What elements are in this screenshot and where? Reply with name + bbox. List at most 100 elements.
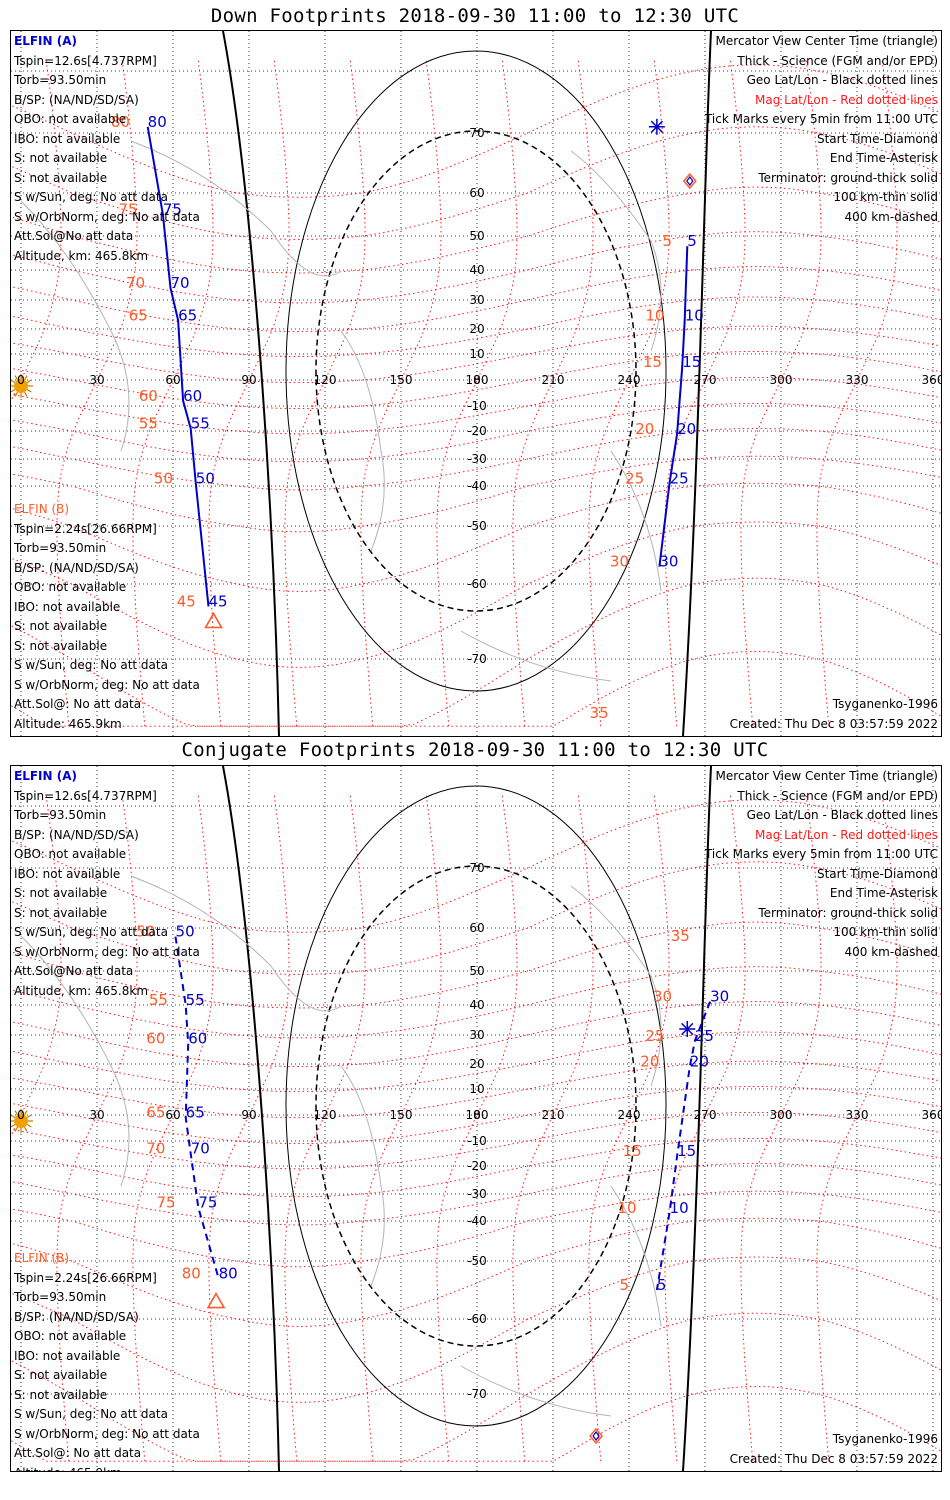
tick-label: 10 — [618, 1199, 637, 1217]
elfin-b-line: Altitude: 465.9km — [14, 716, 122, 731]
mag-meridian — [284, 793, 366, 1462]
mag-meridian — [132, 58, 214, 727]
tick-label: 70 — [146, 1140, 165, 1158]
elfin-b-line: IBO: not available — [14, 599, 121, 614]
tick-label: 55 — [139, 415, 158, 433]
lon-tick-label: 30 — [89, 373, 104, 387]
lat-tick-label: -50 — [467, 1254, 487, 1268]
lat-tick-label: -10 — [467, 1134, 487, 1148]
coastline — [340, 330, 385, 552]
geo-grid — [11, 31, 941, 736]
mag-parallel — [11, 1163, 941, 1226]
elfin-a-line: Att.Sol@No att data — [14, 964, 134, 978]
coastline — [20, 200, 130, 452]
lon-tick-label: 0 — [17, 1108, 25, 1122]
mag-meridian — [11, 793, 62, 1137]
track-line — [658, 246, 689, 567]
elfin-b-line: S w/OrbNorm, deg: No att data — [14, 677, 200, 692]
terminator — [222, 31, 712, 736]
start-diamond-marker — [682, 172, 697, 190]
conjugate-footprints-map: 0306090120150180210240270300330360706050… — [11, 766, 941, 1471]
tick-label: 50 — [136, 923, 155, 941]
track-line — [146, 126, 210, 607]
elfin-b-line: B/SP: (NA/ND/SD/SA) — [14, 1309, 139, 1324]
lat-tick-label: -40 — [467, 479, 487, 493]
tick-label: 65 — [178, 306, 197, 324]
legend-line: End Time-Asterisk — [829, 886, 938, 900]
legend-line: Tick Marks every 5min from 11:00 UTC — [704, 112, 938, 126]
mag-parallel — [11, 1031, 941, 1093]
tick-label: 20 — [635, 420, 654, 438]
chart-title-down: Down Footprints 2018-09-30 11:00 to 12:3… — [210, 5, 740, 27]
legend-line: Thick - Science (FGM and/or EPD) — [737, 53, 938, 68]
coastline — [610, 1185, 662, 1327]
tick-label: 35 — [671, 927, 690, 945]
coastline — [130, 140, 342, 277]
lon-tick-label: 330 — [846, 1108, 869, 1122]
elfin-a-line: S w/Sun, deg: No att data — [14, 190, 168, 204]
tick-label: 15 — [677, 1142, 696, 1160]
elfin-b-line: OBO: not available — [14, 1329, 127, 1343]
lon-tick-label: 120 — [314, 1108, 337, 1122]
tick-label: 10 — [645, 306, 664, 324]
tick-label: 80 — [182, 1264, 201, 1282]
lat-tick-label: -20 — [467, 1159, 487, 1173]
tick-label: 70 — [191, 1140, 210, 1158]
lon-tick-label: 360 — [922, 373, 941, 387]
elfin-b-line: Att.Sol@: No att data — [14, 697, 142, 711]
mag-meridian — [436, 793, 518, 1462]
sun-ray — [26, 379, 32, 384]
legend-line: Terminator: ground-thick solid — [758, 905, 938, 920]
terminator-ground-west — [222, 766, 280, 1471]
elfin-b-line: S w/OrbNorm, deg: No att data — [14, 1426, 200, 1441]
lon-tick-label: 180 — [466, 1108, 489, 1122]
down-footprints-panel: 0306090120150180210240270300330360706050… — [10, 30, 942, 737]
center-triangle-marker — [206, 1291, 226, 1309]
start-diamond-marker-inner — [686, 176, 694, 186]
elfin-b-line: Altitude: 465.9km — [14, 1464, 200, 1472]
axis-labels: 0306090120150180210240270300330360706050… — [17, 126, 941, 666]
lat-tick-label: 50 — [469, 229, 484, 243]
tick-label: 20 — [677, 420, 696, 438]
mag-meridian — [132, 793, 214, 1462]
tick-label: 30 — [710, 988, 729, 1006]
lon-tick-label: 150 — [390, 373, 413, 387]
legend-line: Mercator View Center Time (triangle) — [715, 769, 938, 783]
altitude-100km-contour — [285, 785, 667, 1427]
track-line — [174, 936, 220, 1279]
model-and-created: Tsyganenko-1996 Created: Thu Dec 8 03:57… — [730, 1430, 938, 1469]
mag-parallel — [11, 455, 941, 533]
legend-line: End Time-Asterisk — [829, 151, 938, 165]
elfin-a-line: IBO: not available — [14, 866, 121, 881]
mag-meridian — [588, 58, 670, 727]
coastlines — [20, 875, 662, 1417]
start-diamond-marker — [589, 1427, 604, 1445]
tick-label: 5 — [619, 1276, 629, 1294]
lon-tick-label: 300 — [770, 1108, 793, 1122]
lon-tick-label: 90 — [241, 1108, 256, 1122]
elfin-b-line: S: not available — [14, 638, 108, 653]
elfin-b-line: Att.Sol@: No att data — [14, 1446, 142, 1460]
tick-label: 75 — [198, 1194, 217, 1212]
tick-label: 60 — [146, 1030, 165, 1048]
lon-tick-label: 90 — [241, 373, 256, 387]
lat-tick-label: 0 — [473, 373, 481, 387]
mag-parallel — [11, 402, 941, 463]
lon-tick-label: 210 — [542, 1108, 565, 1122]
sun-ray — [23, 1110, 28, 1116]
coastlines — [20, 140, 662, 682]
elfin-a-line: S: not available — [14, 170, 108, 185]
lat-tick-label: 40 — [469, 263, 484, 277]
model-label: Tsyganenko-1996 — [832, 1432, 938, 1446]
legend-line: Tick Marks every 5min from 11:00 UTC — [704, 847, 938, 861]
lon-tick-label: 120 — [314, 373, 337, 387]
sun-ray — [11, 379, 16, 384]
sun-ray — [26, 388, 32, 393]
elfin-b-line: Tspin=2.24s[26.66RPM] — [14, 1270, 157, 1285]
model-and-created: Tsyganenko-1996 Created: Thu Dec 8 03:57… — [730, 695, 938, 734]
altitude-100km-contour — [285, 50, 667, 692]
lon-tick-label: 60 — [165, 1108, 180, 1122]
tick-label: 50 — [154, 469, 173, 487]
elfin-a-header: ELFIN (A) — [14, 769, 77, 783]
mag-parallel — [11, 921, 941, 1009]
